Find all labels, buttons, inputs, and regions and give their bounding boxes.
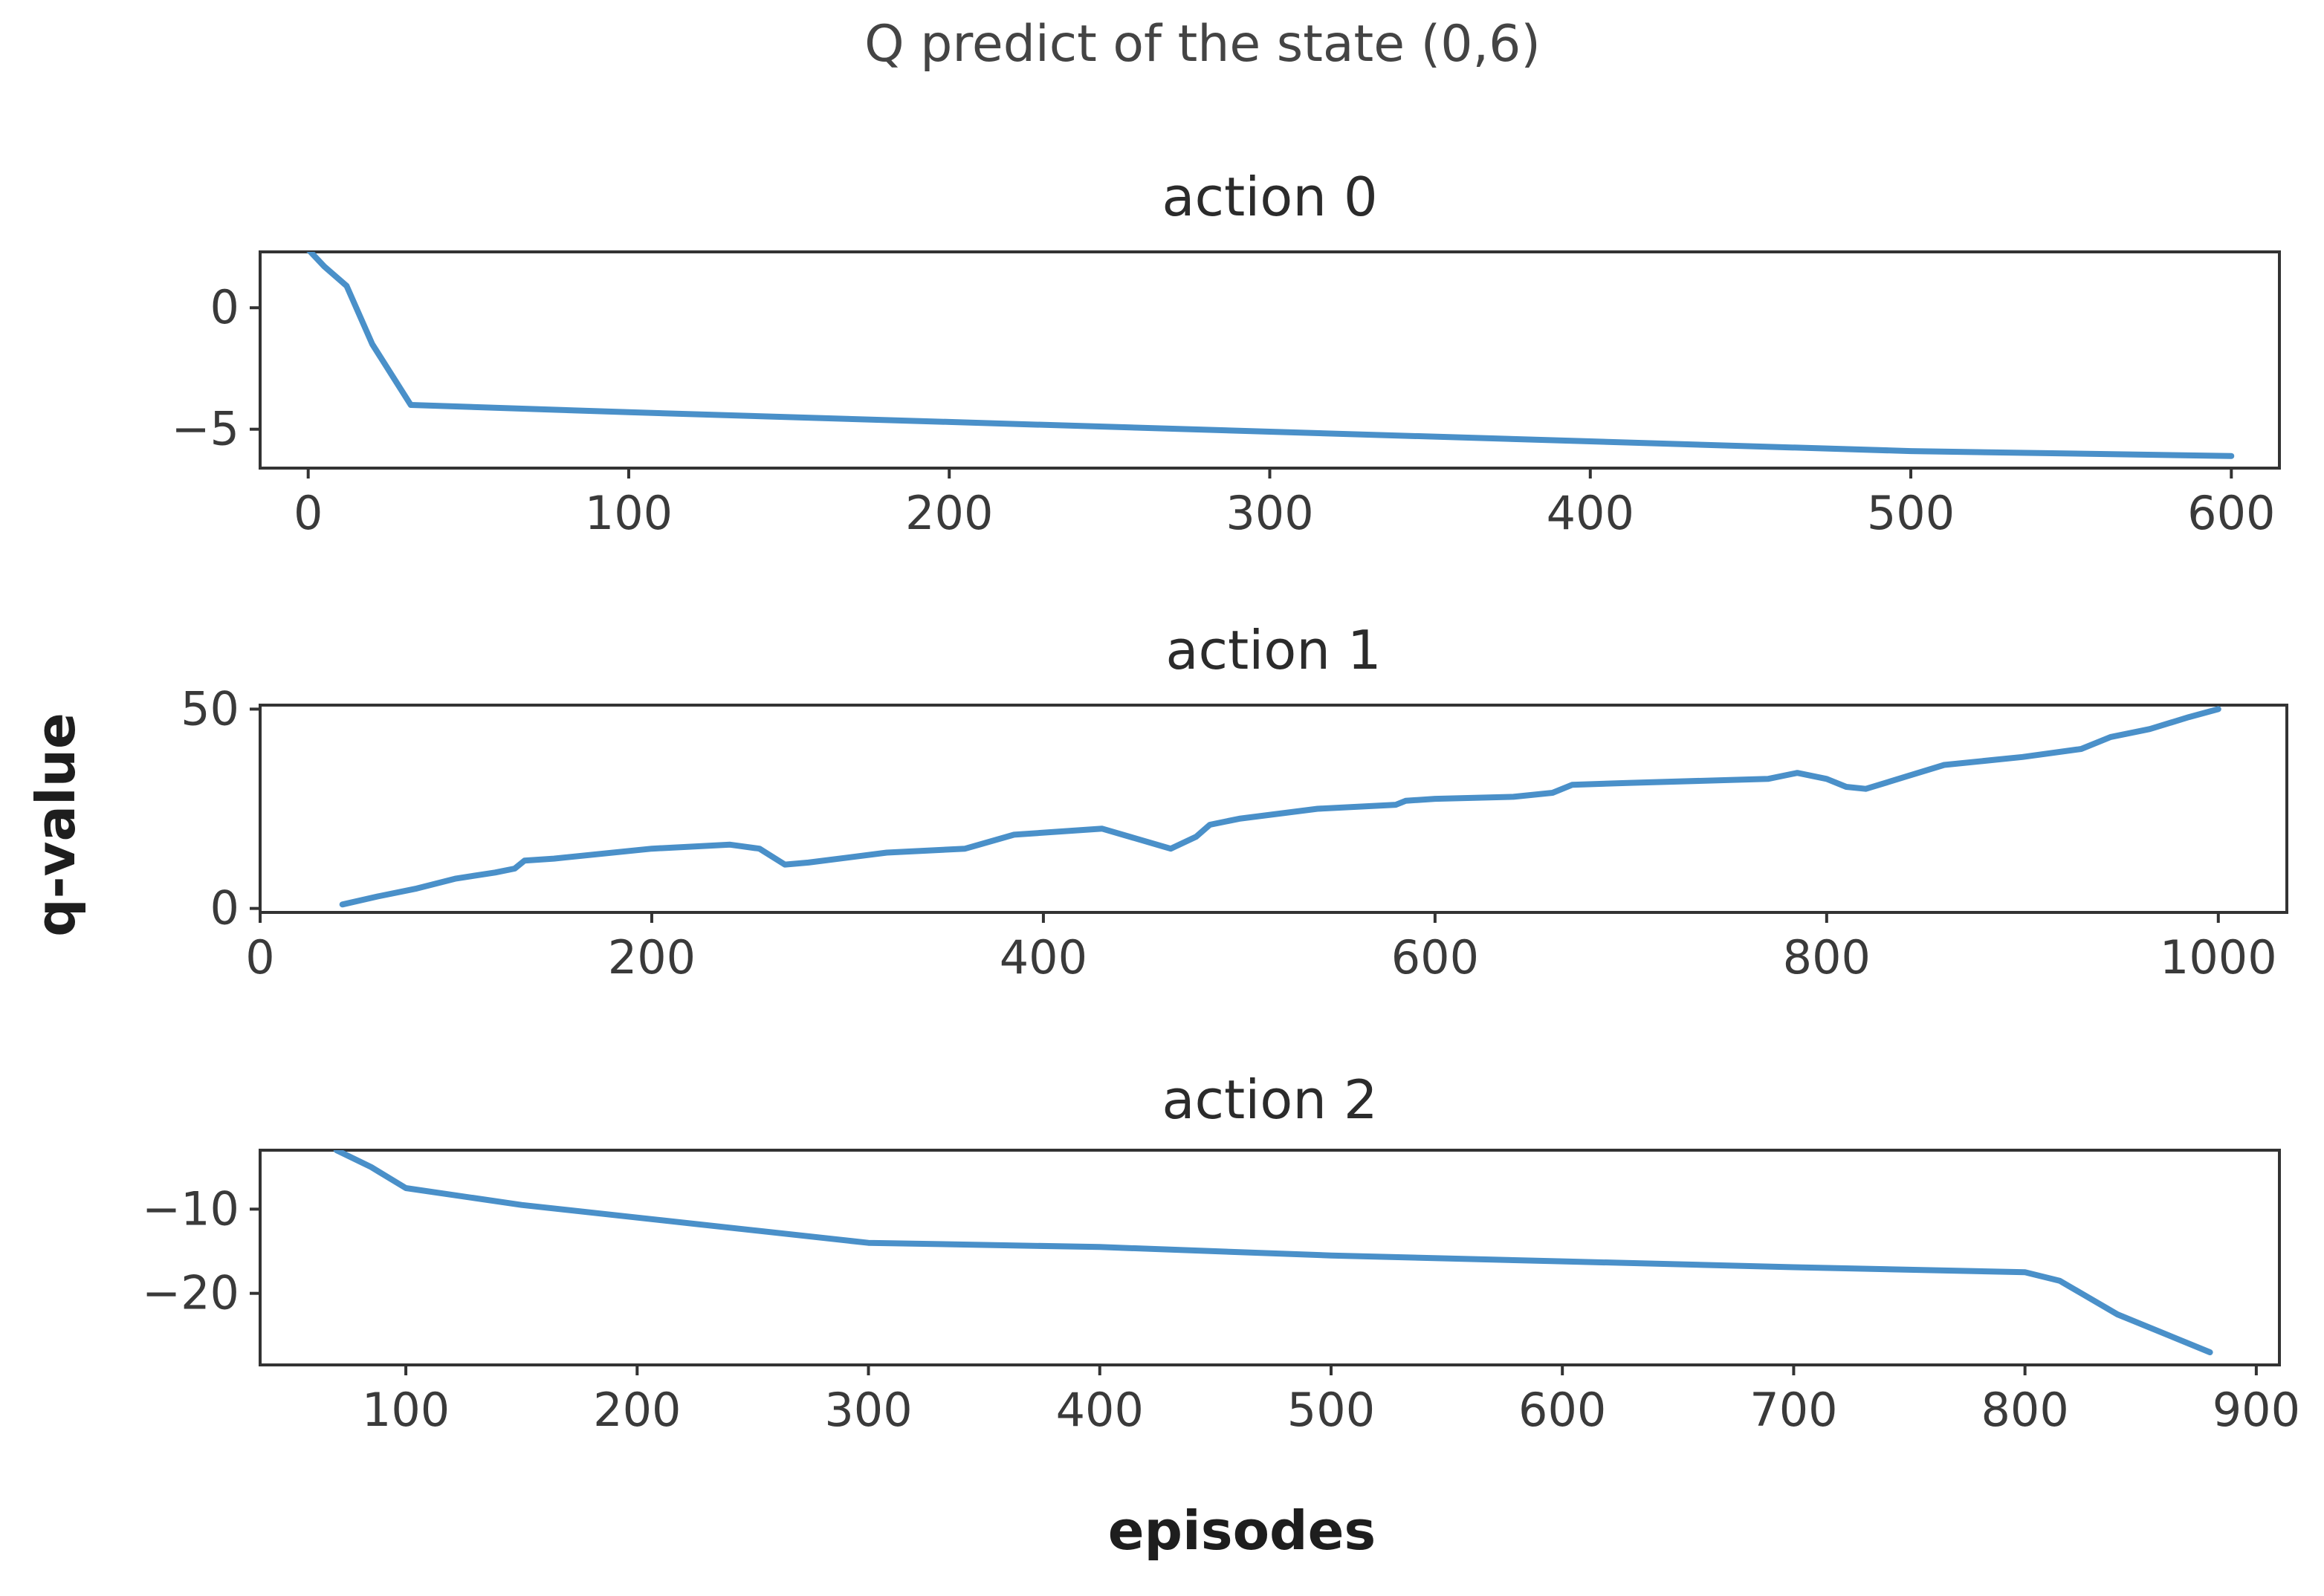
x-tick-label: 200 bbox=[593, 1383, 681, 1437]
subplot-title: action 0 bbox=[1162, 166, 1377, 228]
y-tick-label: −5 bbox=[172, 402, 239, 456]
x-tick-label: 300 bbox=[824, 1383, 912, 1437]
x-axis-label: episodes bbox=[1108, 1499, 1376, 1562]
y-tick-label: 50 bbox=[181, 681, 239, 736]
x-tick-label: 600 bbox=[1391, 930, 1479, 984]
y-tick-label: 0 bbox=[210, 881, 239, 935]
plot-frame bbox=[259, 1149, 2281, 1366]
y-tick-label: −20 bbox=[142, 1266, 239, 1320]
x-tick-label: 300 bbox=[1226, 486, 1313, 540]
q-value-line bbox=[306, 252, 2235, 459]
x-tick-label: 500 bbox=[1287, 1383, 1375, 1437]
x-tick-label: 600 bbox=[1518, 1383, 1606, 1437]
x-tick-label: 400 bbox=[1056, 1383, 1144, 1437]
subplot-action-1: action 1 0 200 400 600 800 1000 50 0 bbox=[181, 619, 2288, 984]
y-tick-label: 0 bbox=[210, 280, 239, 334]
x-tick-label: 400 bbox=[1000, 930, 1087, 984]
x-tick-label: 200 bbox=[608, 930, 696, 984]
subplot-action-2: action 2 100 200 300 400 500 600 700 800 900 −10 −2… bbox=[142, 1068, 2300, 1437]
y-tick-label: −10 bbox=[142, 1181, 239, 1236]
y-axis-label: q-value bbox=[25, 713, 87, 937]
x-tick-label: 700 bbox=[1750, 1383, 1837, 1437]
q-value-line bbox=[333, 1150, 2213, 1355]
x-tick-label: 500 bbox=[1867, 486, 1955, 540]
x-tick-label: 800 bbox=[1783, 930, 1871, 984]
plot-frame bbox=[259, 250, 2281, 470]
plot-frame bbox=[259, 704, 2288, 914]
subplot-title: action 1 bbox=[1165, 619, 1381, 681]
x-tick-label: 400 bbox=[1547, 486, 1634, 540]
subplot-action-0: action 0 0 100 200 300 400 500 600 0 −5 bbox=[172, 166, 2281, 540]
x-tick-label: 0 bbox=[245, 930, 274, 984]
x-tick-label: 600 bbox=[2187, 486, 2275, 540]
x-tick-label: 800 bbox=[1981, 1383, 2068, 1437]
x-tick-label: 100 bbox=[585, 486, 673, 540]
q-value-line bbox=[339, 706, 2221, 908]
figure-suptitle: Q predict of the state (0,6) bbox=[864, 15, 1541, 74]
x-tick-label: 100 bbox=[362, 1383, 450, 1437]
x-tick-label: 0 bbox=[294, 486, 323, 540]
x-tick-label: 1000 bbox=[2160, 930, 2277, 984]
x-tick-label: 200 bbox=[905, 486, 993, 540]
x-tick-label: 900 bbox=[2213, 1383, 2300, 1437]
subplot-title: action 2 bbox=[1162, 1068, 1377, 1131]
